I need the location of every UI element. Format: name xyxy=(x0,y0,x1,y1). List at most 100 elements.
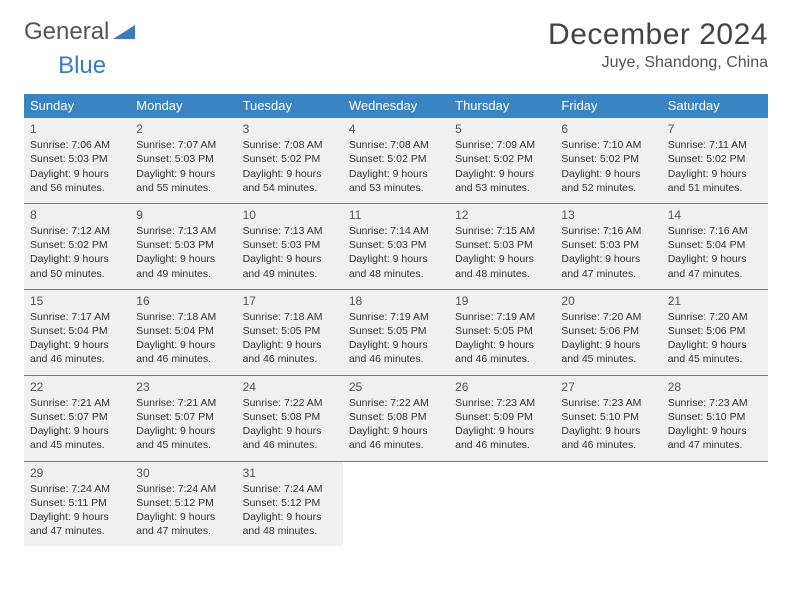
sunrise-text: Sunrise: 7:13 AM xyxy=(243,224,337,238)
daylight-text: Daylight: 9 hours and 53 minutes. xyxy=(455,167,549,195)
sunrise-text: Sunrise: 7:10 AM xyxy=(561,138,655,152)
sunset-text: Sunset: 5:07 PM xyxy=(30,410,124,424)
day-header: Saturday xyxy=(662,94,768,118)
calendar-day-cell: 2Sunrise: 7:07 AMSunset: 5:03 PMDaylight… xyxy=(130,118,236,204)
logo: General xyxy=(24,18,135,46)
daylight-text: Daylight: 9 hours and 48 minutes. xyxy=(243,510,337,538)
day-header: Thursday xyxy=(449,94,555,118)
sunrise-text: Sunrise: 7:08 AM xyxy=(349,138,443,152)
calendar-day-cell: 15Sunrise: 7:17 AMSunset: 5:04 PMDayligh… xyxy=(24,289,130,375)
logo-word2: Blue xyxy=(58,52,106,79)
day-header: Sunday xyxy=(24,94,130,118)
sunset-text: Sunset: 5:12 PM xyxy=(243,496,337,510)
calendar-day-cell: 8Sunrise: 7:12 AMSunset: 5:02 PMDaylight… xyxy=(24,203,130,289)
daylight-text: Daylight: 9 hours and 47 minutes. xyxy=(561,252,655,280)
daylight-text: Daylight: 9 hours and 46 minutes. xyxy=(455,424,549,452)
day-number: 20 xyxy=(561,293,655,309)
sunrise-text: Sunrise: 7:06 AM xyxy=(30,138,124,152)
calendar-day-cell: 28Sunrise: 7:23 AMSunset: 5:10 PMDayligh… xyxy=(662,375,768,461)
day-number: 28 xyxy=(668,379,762,395)
calendar-week-row: 8Sunrise: 7:12 AMSunset: 5:02 PM Daylight… xyxy=(24,203,768,289)
daylight-text: Daylight: 9 hours and 46 minutes. xyxy=(349,338,443,366)
location-subtitle: Juye, Shandong, China xyxy=(548,54,768,72)
day-number: 21 xyxy=(668,293,762,309)
day-number: 2 xyxy=(136,121,230,137)
calendar-head: SundayMondayTuesdayWednesdayThursdayFrid… xyxy=(24,94,768,118)
sunrise-text: Sunrise: 7:23 AM xyxy=(455,396,549,410)
calendar-day-cell: 4Sunrise: 7:08 AMSunset: 5:02 PMDaylight… xyxy=(343,118,449,204)
sunset-text: Sunset: 5:04 PM xyxy=(668,238,762,252)
calendar-day-cell: 19Sunrise: 7:19 AMSunset: 5:05 PMDayligh… xyxy=(449,289,555,375)
sunrise-text: Sunrise: 7:12 AM xyxy=(30,224,124,238)
sunset-text: Sunset: 5:09 PM xyxy=(455,410,549,424)
calendar-day-cell: 31Sunrise: 7:24 AMSunset: 5:12 PMDayligh… xyxy=(237,461,343,546)
sunrise-text: Sunrise: 7:18 AM xyxy=(136,310,230,324)
calendar-empty-cell xyxy=(662,461,768,546)
day-header-row: SundayMondayTuesdayWednesdayThursdayFrid… xyxy=(24,94,768,118)
day-number: 25 xyxy=(349,379,443,395)
sunrise-text: Sunrise: 7:24 AM xyxy=(136,482,230,496)
calendar-day-cell: 11Sunrise: 7:14 AMSunset: 5:03 PMDayligh… xyxy=(343,203,449,289)
day-number: 30 xyxy=(136,465,230,481)
day-number: 7 xyxy=(668,121,762,137)
calendar-empty-cell xyxy=(449,461,555,546)
logo-triangle-icon xyxy=(113,18,135,46)
day-number: 24 xyxy=(243,379,337,395)
day-number: 23 xyxy=(136,379,230,395)
sunset-text: Sunset: 5:06 PM xyxy=(668,324,762,338)
calendar-day-cell: 20Sunrise: 7:20 AMSunset: 5:06 PMDayligh… xyxy=(555,289,661,375)
day-number: 8 xyxy=(30,207,124,223)
day-number: 1 xyxy=(30,121,124,137)
day-number: 10 xyxy=(243,207,337,223)
day-number: 31 xyxy=(243,465,337,481)
sunset-text: Sunset: 5:03 PM xyxy=(30,152,124,166)
logo-word1: General xyxy=(24,18,109,46)
day-header: Friday xyxy=(555,94,661,118)
sunrise-text: Sunrise: 7:20 AM xyxy=(668,310,762,324)
sunset-text: Sunset: 5:02 PM xyxy=(668,152,762,166)
calendar-week-row: 22Sunrise: 7:21 AMSunset: 5:07 PMDayligh… xyxy=(24,375,768,461)
sunset-text: Sunset: 5:02 PM xyxy=(30,238,124,252)
calendar-day-cell: 21Sunrise: 7:20 AMSunset: 5:06 PMDayligh… xyxy=(662,289,768,375)
day-number: 4 xyxy=(349,121,443,137)
sunrise-text: Sunrise: 7:20 AM xyxy=(561,310,655,324)
calendar-day-cell: 17Sunrise: 7:18 AMSunset: 5:05 PMDayligh… xyxy=(237,289,343,375)
sunrise-text: Sunrise: 7:19 AM xyxy=(349,310,443,324)
calendar-day-cell: 14Sunrise: 7:16 AMSunset: 5:04 PMDayligh… xyxy=(662,203,768,289)
day-number: 26 xyxy=(455,379,549,395)
sunrise-text: Sunrise: 7:09 AM xyxy=(455,138,549,152)
sunset-text: Sunset: 5:02 PM xyxy=(243,152,337,166)
sunrise-text: Sunrise: 7:21 AM xyxy=(30,396,124,410)
sunrise-text: Sunrise: 7:24 AM xyxy=(30,482,124,496)
daylight-text: Daylight: 9 hours and 48 minutes. xyxy=(455,252,549,280)
sunset-text: Sunset: 5:06 PM xyxy=(561,324,655,338)
daylight-text: Daylight: 9 hours and 46 minutes. xyxy=(243,424,337,452)
day-number: 3 xyxy=(243,121,337,137)
sunset-text: Sunset: 5:03 PM xyxy=(561,238,655,252)
calendar-day-cell: 10Sunrise: 7:13 AMSunset: 5:03 PMDayligh… xyxy=(237,203,343,289)
day-number: 5 xyxy=(455,121,549,137)
calendar-day-cell: 18Sunrise: 7:19 AMSunset: 5:05 PMDayligh… xyxy=(343,289,449,375)
daylight-text: Daylight: 9 hours and 45 minutes. xyxy=(561,338,655,366)
day-number: 14 xyxy=(668,207,762,223)
day-number: 18 xyxy=(349,293,443,309)
calendar-day-cell: 12Sunrise: 7:15 AMSunset: 5:03 PMDayligh… xyxy=(449,203,555,289)
sunset-text: Sunset: 5:07 PM xyxy=(136,410,230,424)
calendar-day-cell: 25Sunrise: 7:22 AMSunset: 5:08 PMDayligh… xyxy=(343,375,449,461)
daylight-text: Daylight: 9 hours and 49 minutes. xyxy=(243,252,337,280)
sunrise-text: Sunrise: 7:16 AM xyxy=(668,224,762,238)
daylight-text: Daylight: 9 hours and 46 minutes. xyxy=(243,338,337,366)
sunset-text: Sunset: 5:05 PM xyxy=(455,324,549,338)
daylight-text: Daylight: 9 hours and 46 minutes. xyxy=(349,424,443,452)
calendar-empty-cell xyxy=(343,461,449,546)
sunset-text: Sunset: 5:02 PM xyxy=(455,152,549,166)
calendar-day-cell: 26Sunrise: 7:23 AMSunset: 5:09 PMDayligh… xyxy=(449,375,555,461)
sunrise-text: Sunrise: 7:16 AM xyxy=(561,224,655,238)
daylight-text: Daylight: 9 hours and 46 minutes. xyxy=(136,338,230,366)
day-number: 16 xyxy=(136,293,230,309)
daylight-text: Daylight: 9 hours and 55 minutes. xyxy=(136,167,230,195)
sunset-text: Sunset: 5:05 PM xyxy=(349,324,443,338)
calendar-week-row: 1Sunrise: 7:06 AMSunset: 5:03 PMDaylight… xyxy=(24,118,768,204)
daylight-text: Daylight: 9 hours and 56 minutes. xyxy=(30,167,124,195)
calendar-day-cell: 13Sunrise: 7:16 AMSunset: 5:03 PMDayligh… xyxy=(555,203,661,289)
